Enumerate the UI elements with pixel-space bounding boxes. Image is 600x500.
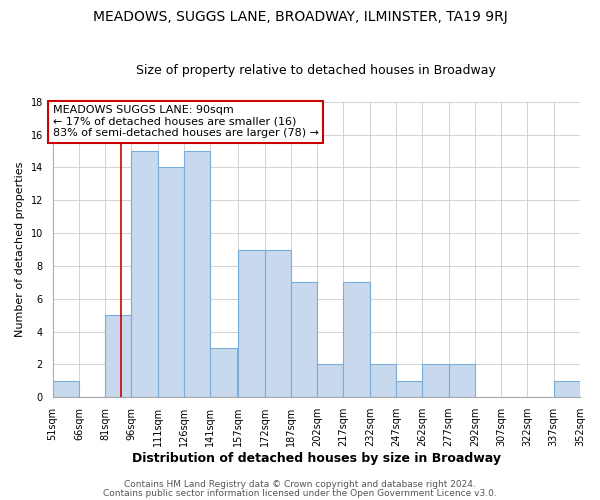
Bar xyxy=(184,151,211,397)
Text: Contains HM Land Registry data © Crown copyright and database right 2024.: Contains HM Land Registry data © Crown c… xyxy=(124,480,476,489)
Bar xyxy=(422,364,449,397)
X-axis label: Distribution of detached houses by size in Broadway: Distribution of detached houses by size … xyxy=(132,452,501,465)
Bar xyxy=(105,315,131,397)
Text: Contains public sector information licensed under the Open Government Licence v3: Contains public sector information licen… xyxy=(103,488,497,498)
Bar xyxy=(449,364,475,397)
Bar xyxy=(265,250,291,397)
Bar xyxy=(291,282,317,397)
Bar xyxy=(158,168,184,397)
Text: MEADOWS SUGGS LANE: 90sqm
← 17% of detached houses are smaller (16)
83% of semi-: MEADOWS SUGGS LANE: 90sqm ← 17% of detac… xyxy=(53,105,319,138)
Bar xyxy=(131,151,158,397)
Bar xyxy=(53,381,79,397)
Bar xyxy=(396,381,422,397)
Bar xyxy=(211,348,236,397)
Bar xyxy=(370,364,396,397)
Text: MEADOWS, SUGGS LANE, BROADWAY, ILMINSTER, TA19 9RJ: MEADOWS, SUGGS LANE, BROADWAY, ILMINSTER… xyxy=(92,10,508,24)
Y-axis label: Number of detached properties: Number of detached properties xyxy=(15,162,25,337)
Bar xyxy=(343,282,370,397)
Bar xyxy=(317,364,343,397)
Title: Size of property relative to detached houses in Broadway: Size of property relative to detached ho… xyxy=(136,64,496,77)
Bar xyxy=(238,250,265,397)
Bar xyxy=(554,381,580,397)
